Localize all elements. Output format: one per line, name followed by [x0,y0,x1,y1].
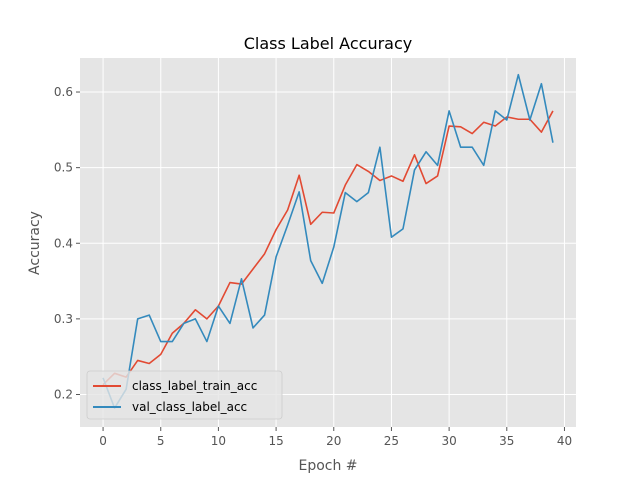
x-tick-label: 10 [211,434,226,448]
legend-label-val: val_class_label_acc [132,400,247,414]
y-tick-label: 0.6 [54,85,73,99]
series-layer [102,73,554,409]
x-axis-ticks: 0 5 10 15 20 25 30 35 40 [99,427,572,448]
y-tick-label: 0.4 [54,236,73,250]
x-tick-label: 5 [157,434,165,448]
x-tick-label: 15 [268,434,283,448]
series-line-class_label_train_acc [102,110,554,386]
x-tick-label: 40 [557,434,572,448]
x-tick-label: 35 [499,434,514,448]
y-tick-label: 0.5 [54,161,73,175]
legend-label-train: class_label_train_acc [132,379,257,393]
y-axis-label: Accuracy [27,211,43,275]
x-axis-label: Epoch # [298,458,357,474]
x-tick-label: 0 [99,434,107,448]
x-tick-label: 20 [326,434,341,448]
legend: class_label_train_acc val_class_label_ac… [86,370,283,420]
y-axis-ticks: 0.2 0.3 0.4 0.5 0.6 [54,85,80,401]
y-tick-label: 0.2 [54,387,73,401]
x-tick-label: 30 [441,434,456,448]
x-tick-label: 25 [384,434,399,448]
legend-box [86,370,283,420]
y-tick-label: 0.3 [54,312,73,326]
grid-lines [80,58,576,427]
series-line-val_class_label_acc [102,73,554,409]
chart-title: Class Label Accuracy [244,34,412,53]
